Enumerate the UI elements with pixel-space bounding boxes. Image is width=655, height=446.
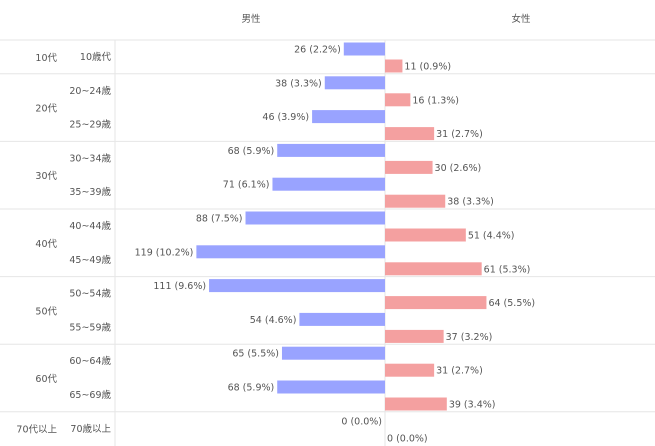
category-label: 10歳代: [80, 51, 112, 63]
data-label-female: 11 (0.9%): [404, 62, 451, 73]
bar-female: [385, 296, 487, 310]
data-label-female: 39 (3.4%): [449, 400, 496, 411]
bar-female: [385, 397, 447, 411]
data-label-male: 65 (5.5%): [232, 349, 279, 360]
header-female-label: 女性: [511, 13, 531, 25]
category-label: 40~44歳: [69, 220, 111, 232]
data-label-male: 54 (4.6%): [250, 315, 297, 326]
category-label: 70歳以上: [70, 423, 111, 435]
bar-female: [385, 329, 444, 343]
group-label: 20代: [35, 104, 57, 115]
bar-female: [385, 194, 446, 208]
bar-male: [277, 380, 385, 394]
category-label: 50~54歳: [69, 288, 111, 300]
data-label-male: 38 (3.3%): [275, 78, 322, 89]
data-label-male: 111 (9.6%): [153, 281, 206, 292]
data-label-female: 31 (2.7%): [436, 129, 483, 140]
bar-male: [196, 245, 385, 259]
category-labels: 10代 20代 30代 40代 50代 60代 70代以上 10歳代 20~24歳 25~29歳 3…: [16, 51, 111, 436]
data-label-female: 64 (5.5%): [488, 298, 535, 309]
group-label: 60代: [35, 374, 57, 385]
group-label: 50代: [35, 306, 57, 317]
bar-female: [385, 228, 466, 242]
category-label: 45~49歳: [69, 254, 111, 266]
data-label-male: 68 (5.9%): [228, 146, 275, 157]
data-label-female: 38 (3.3%): [447, 197, 494, 208]
bar-female: [385, 160, 433, 174]
bar-male: [245, 211, 385, 225]
category-label: 65~69歳: [69, 389, 111, 401]
data-label-male: 0 (0.0%): [341, 416, 382, 427]
category-label: 55~59歳: [69, 321, 111, 333]
data-label-female: 31 (2.7%): [436, 366, 483, 377]
category-label: 35~39歳: [69, 186, 111, 198]
bar-female: [385, 59, 403, 73]
bar-male: [299, 312, 385, 326]
bar-male: [324, 76, 385, 90]
bar-male: [312, 110, 385, 124]
category-label: 30~34歳: [69, 152, 111, 164]
header-male-label: 男性: [241, 13, 261, 25]
data-label-male: 46 (3.9%): [262, 112, 309, 123]
group-label: 70代以上: [16, 425, 57, 436]
data-label-male: 26 (2.2%): [294, 45, 341, 56]
data-label-female: 37 (3.2%): [446, 332, 493, 343]
data-label-male: 119 (10.2%): [135, 247, 194, 258]
data-label-female: 16 (1.3%): [412, 95, 459, 106]
data-label-female: 51 (4.4%): [468, 231, 515, 242]
bar-female: [385, 363, 435, 377]
group-label: 10代: [35, 53, 57, 64]
data-label-male: 88 (7.5%): [196, 214, 243, 225]
bar-female: [385, 262, 482, 276]
data-label-male: 68 (5.9%): [228, 383, 275, 394]
data-label-female: 30 (2.6%): [435, 163, 482, 174]
data-label-female: 0 (0.0%): [387, 433, 428, 444]
category-label: 20~24歳: [69, 85, 111, 97]
category-label: 25~29歳: [69, 119, 111, 131]
data-label-female: 61 (5.3%): [484, 264, 531, 275]
category-label: 60~64歳: [69, 355, 111, 367]
bar-male: [281, 346, 385, 360]
bar-male: [209, 279, 385, 293]
bars: [196, 42, 487, 411]
bar-male: [277, 143, 385, 157]
data-labels: 26 (2.2%) 11 (0.9%) 38 (3.3%) 16 (1.3%) 46 (…: [135, 45, 535, 445]
bar-female: [385, 93, 411, 107]
grid-lines: [0, 39, 655, 446]
bar-female: [385, 127, 435, 141]
bar-male: [343, 42, 385, 56]
group-label: 40代: [35, 239, 57, 250]
group-label: 30代: [35, 171, 57, 182]
data-label-male: 71 (6.1%): [223, 180, 270, 191]
bar-male: [272, 177, 385, 191]
